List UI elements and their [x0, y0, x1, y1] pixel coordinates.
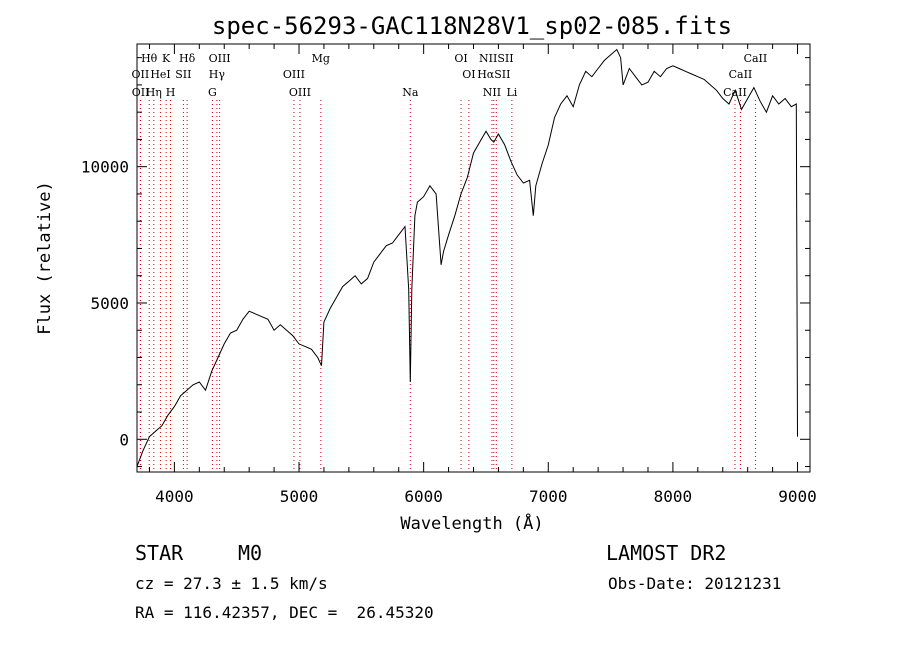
line-marker-label: HeI: [150, 68, 170, 81]
y-axis-ticks: 0 5000 10000: [81, 57, 810, 468]
line-marker-label: OII: [132, 68, 150, 81]
obs-date: Obs-Date: 20121231: [608, 574, 782, 593]
line-marker-label: OI: [462, 68, 475, 81]
line-marker-label: NII: [483, 86, 501, 99]
x-tick-label: 6000: [404, 487, 443, 506]
line-marker-label: CaII: [729, 68, 753, 81]
line-marker-label: HαSII: [477, 68, 510, 81]
line-marker-label: G: [208, 86, 217, 99]
line-marker-label: OII: [132, 86, 150, 99]
object-class: STAR: [135, 541, 184, 565]
line-marker-label: Hη: [146, 86, 162, 99]
line-marker-label: OIII: [283, 68, 305, 81]
chart-title: spec-56293-GAC118N28V1_sp02-085.fits: [212, 12, 732, 40]
x-tick-label: 4000: [155, 487, 194, 506]
line-marker-label: CaII: [723, 86, 747, 99]
line-marker-label: OIII: [289, 86, 311, 99]
x-tick-label: 5000: [280, 487, 319, 506]
line-marker-label: CaII: [744, 52, 768, 65]
line-marker-label: SII: [175, 68, 191, 81]
y-tick-label: 10000: [81, 158, 129, 177]
line-marker-label: Na: [402, 86, 419, 99]
x-axis-ticks: 4000 5000 6000 7000 8000 9000: [148, 44, 817, 506]
y-tick-label: 0: [119, 430, 129, 449]
line-marker-label: Hδ: [179, 52, 196, 65]
x-tick-label: 8000: [654, 487, 693, 506]
line-marker-label: OIII: [209, 52, 231, 65]
line-marker-label: Hθ: [141, 52, 158, 65]
spectrum-line: [136, 48, 798, 467]
redshift: cz = 27.3 ± 1.5 km/s: [135, 574, 328, 593]
line-marker-label: Mg: [312, 52, 330, 65]
survey-name: LAMOST DR2: [606, 541, 727, 565]
coordinates: RA = 116.42357, DEC = 26.45320: [135, 603, 434, 622]
x-tick-label: 7000: [529, 487, 568, 506]
x-axis-label: Wavelength (Å): [400, 512, 543, 534]
line-markers: Hθ K Hδ OIII Mg OI NIISII CaII OII HeI SII Hγ OIII OI…: [132, 52, 768, 472]
y-tick-label: 5000: [90, 294, 129, 313]
plot-frame: [136, 43, 811, 473]
line-marker-label: OI: [454, 52, 467, 65]
line-marker-label: NIISII: [479, 52, 514, 65]
line-marker-label: Li: [506, 86, 517, 99]
y-axis-label: Flux (relative): [35, 181, 55, 335]
line-marker-label: H: [166, 86, 176, 99]
line-marker-label: Hγ: [209, 68, 226, 81]
x-tick-label: 9000: [778, 487, 817, 506]
subclass: M0: [238, 541, 263, 565]
line-marker-label: K: [162, 52, 171, 65]
